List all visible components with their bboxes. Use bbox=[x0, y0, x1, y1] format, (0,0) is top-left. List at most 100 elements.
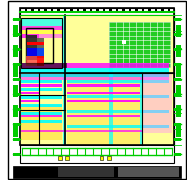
Bar bbox=[20, 15, 174, 145]
Bar bbox=[174, 33, 181, 36]
Bar bbox=[58, 167, 114, 177]
Bar bbox=[13, 33, 20, 36]
Bar bbox=[174, 108, 181, 111]
Bar bbox=[140, 68, 143, 145]
Bar bbox=[65, 73, 174, 145]
Bar bbox=[21, 88, 62, 91]
Bar bbox=[37, 56, 44, 66]
Bar bbox=[70, 8, 73, 12]
Bar bbox=[64, 8, 66, 12]
Bar bbox=[14, 125, 18, 137]
Bar bbox=[77, 8, 79, 12]
Bar bbox=[21, 30, 62, 34]
Bar bbox=[21, 105, 62, 140]
Bar bbox=[13, 153, 20, 156]
Bar bbox=[109, 22, 170, 67]
Bar bbox=[109, 68, 113, 145]
Bar bbox=[142, 8, 144, 12]
Bar bbox=[96, 8, 99, 12]
Bar bbox=[122, 8, 125, 12]
Bar bbox=[65, 156, 69, 160]
Bar bbox=[21, 63, 67, 68]
Bar bbox=[174, 93, 181, 96]
Bar bbox=[63, 15, 66, 145]
Bar bbox=[174, 78, 181, 81]
Bar bbox=[103, 8, 105, 12]
Bar bbox=[118, 167, 179, 177]
Bar bbox=[20, 8, 174, 163]
Bar bbox=[21, 92, 39, 94]
Bar bbox=[176, 25, 180, 37]
Bar bbox=[21, 112, 62, 115]
Bar bbox=[14, 85, 18, 97]
Bar bbox=[167, 8, 170, 12]
Bar bbox=[44, 8, 47, 12]
Bar bbox=[129, 8, 131, 12]
Bar bbox=[67, 125, 169, 128]
Bar bbox=[21, 100, 39, 102]
Bar bbox=[20, 15, 65, 73]
Bar bbox=[174, 123, 181, 126]
Bar bbox=[13, 63, 20, 66]
Bar bbox=[135, 8, 138, 12]
Bar bbox=[161, 8, 164, 12]
Bar bbox=[67, 100, 140, 102]
Bar bbox=[67, 95, 169, 98]
Bar bbox=[21, 96, 62, 99]
Bar bbox=[174, 138, 181, 141]
Bar bbox=[14, 65, 18, 77]
Bar bbox=[14, 25, 18, 37]
Bar bbox=[176, 85, 180, 97]
Bar bbox=[21, 34, 39, 38]
Bar bbox=[14, 45, 18, 57]
Bar bbox=[27, 48, 37, 56]
Bar bbox=[21, 63, 169, 68]
Bar bbox=[20, 8, 174, 145]
Bar bbox=[13, 78, 20, 81]
Bar bbox=[57, 8, 60, 12]
Bar bbox=[142, 73, 172, 133]
Bar bbox=[67, 73, 140, 145]
Bar bbox=[65, 15, 174, 73]
Bar bbox=[13, 123, 20, 126]
Bar bbox=[21, 26, 62, 30]
Bar bbox=[13, 138, 20, 141]
Bar bbox=[155, 8, 157, 12]
Bar bbox=[13, 18, 20, 21]
Bar bbox=[21, 115, 62, 117]
Bar bbox=[38, 8, 40, 12]
Bar bbox=[37, 38, 44, 58]
Bar bbox=[100, 156, 103, 160]
Bar bbox=[13, 108, 20, 111]
Bar bbox=[21, 77, 169, 80]
Bar bbox=[21, 104, 62, 107]
Bar bbox=[116, 8, 118, 12]
Bar bbox=[13, 93, 20, 96]
Bar bbox=[67, 110, 169, 113]
Bar bbox=[21, 80, 62, 83]
Bar bbox=[90, 8, 92, 12]
Bar bbox=[26, 28, 53, 63]
Bar bbox=[26, 56, 37, 66]
Bar bbox=[21, 130, 142, 132]
Bar bbox=[13, 166, 181, 178]
Bar bbox=[174, 18, 181, 21]
Bar bbox=[174, 48, 181, 51]
Bar bbox=[67, 115, 140, 117]
Bar bbox=[21, 18, 62, 26]
Bar bbox=[107, 156, 111, 160]
Bar bbox=[20, 73, 65, 145]
Bar bbox=[58, 156, 62, 160]
Bar bbox=[14, 105, 18, 117]
Bar bbox=[25, 8, 27, 12]
Bar bbox=[67, 80, 169, 83]
Bar bbox=[21, 18, 62, 68]
Bar bbox=[176, 45, 180, 57]
Bar bbox=[21, 84, 62, 87]
Bar bbox=[67, 84, 140, 87]
Bar bbox=[174, 153, 181, 156]
Bar bbox=[83, 8, 86, 12]
Bar bbox=[13, 48, 20, 51]
Bar bbox=[122, 40, 126, 44]
Bar bbox=[21, 120, 62, 123]
